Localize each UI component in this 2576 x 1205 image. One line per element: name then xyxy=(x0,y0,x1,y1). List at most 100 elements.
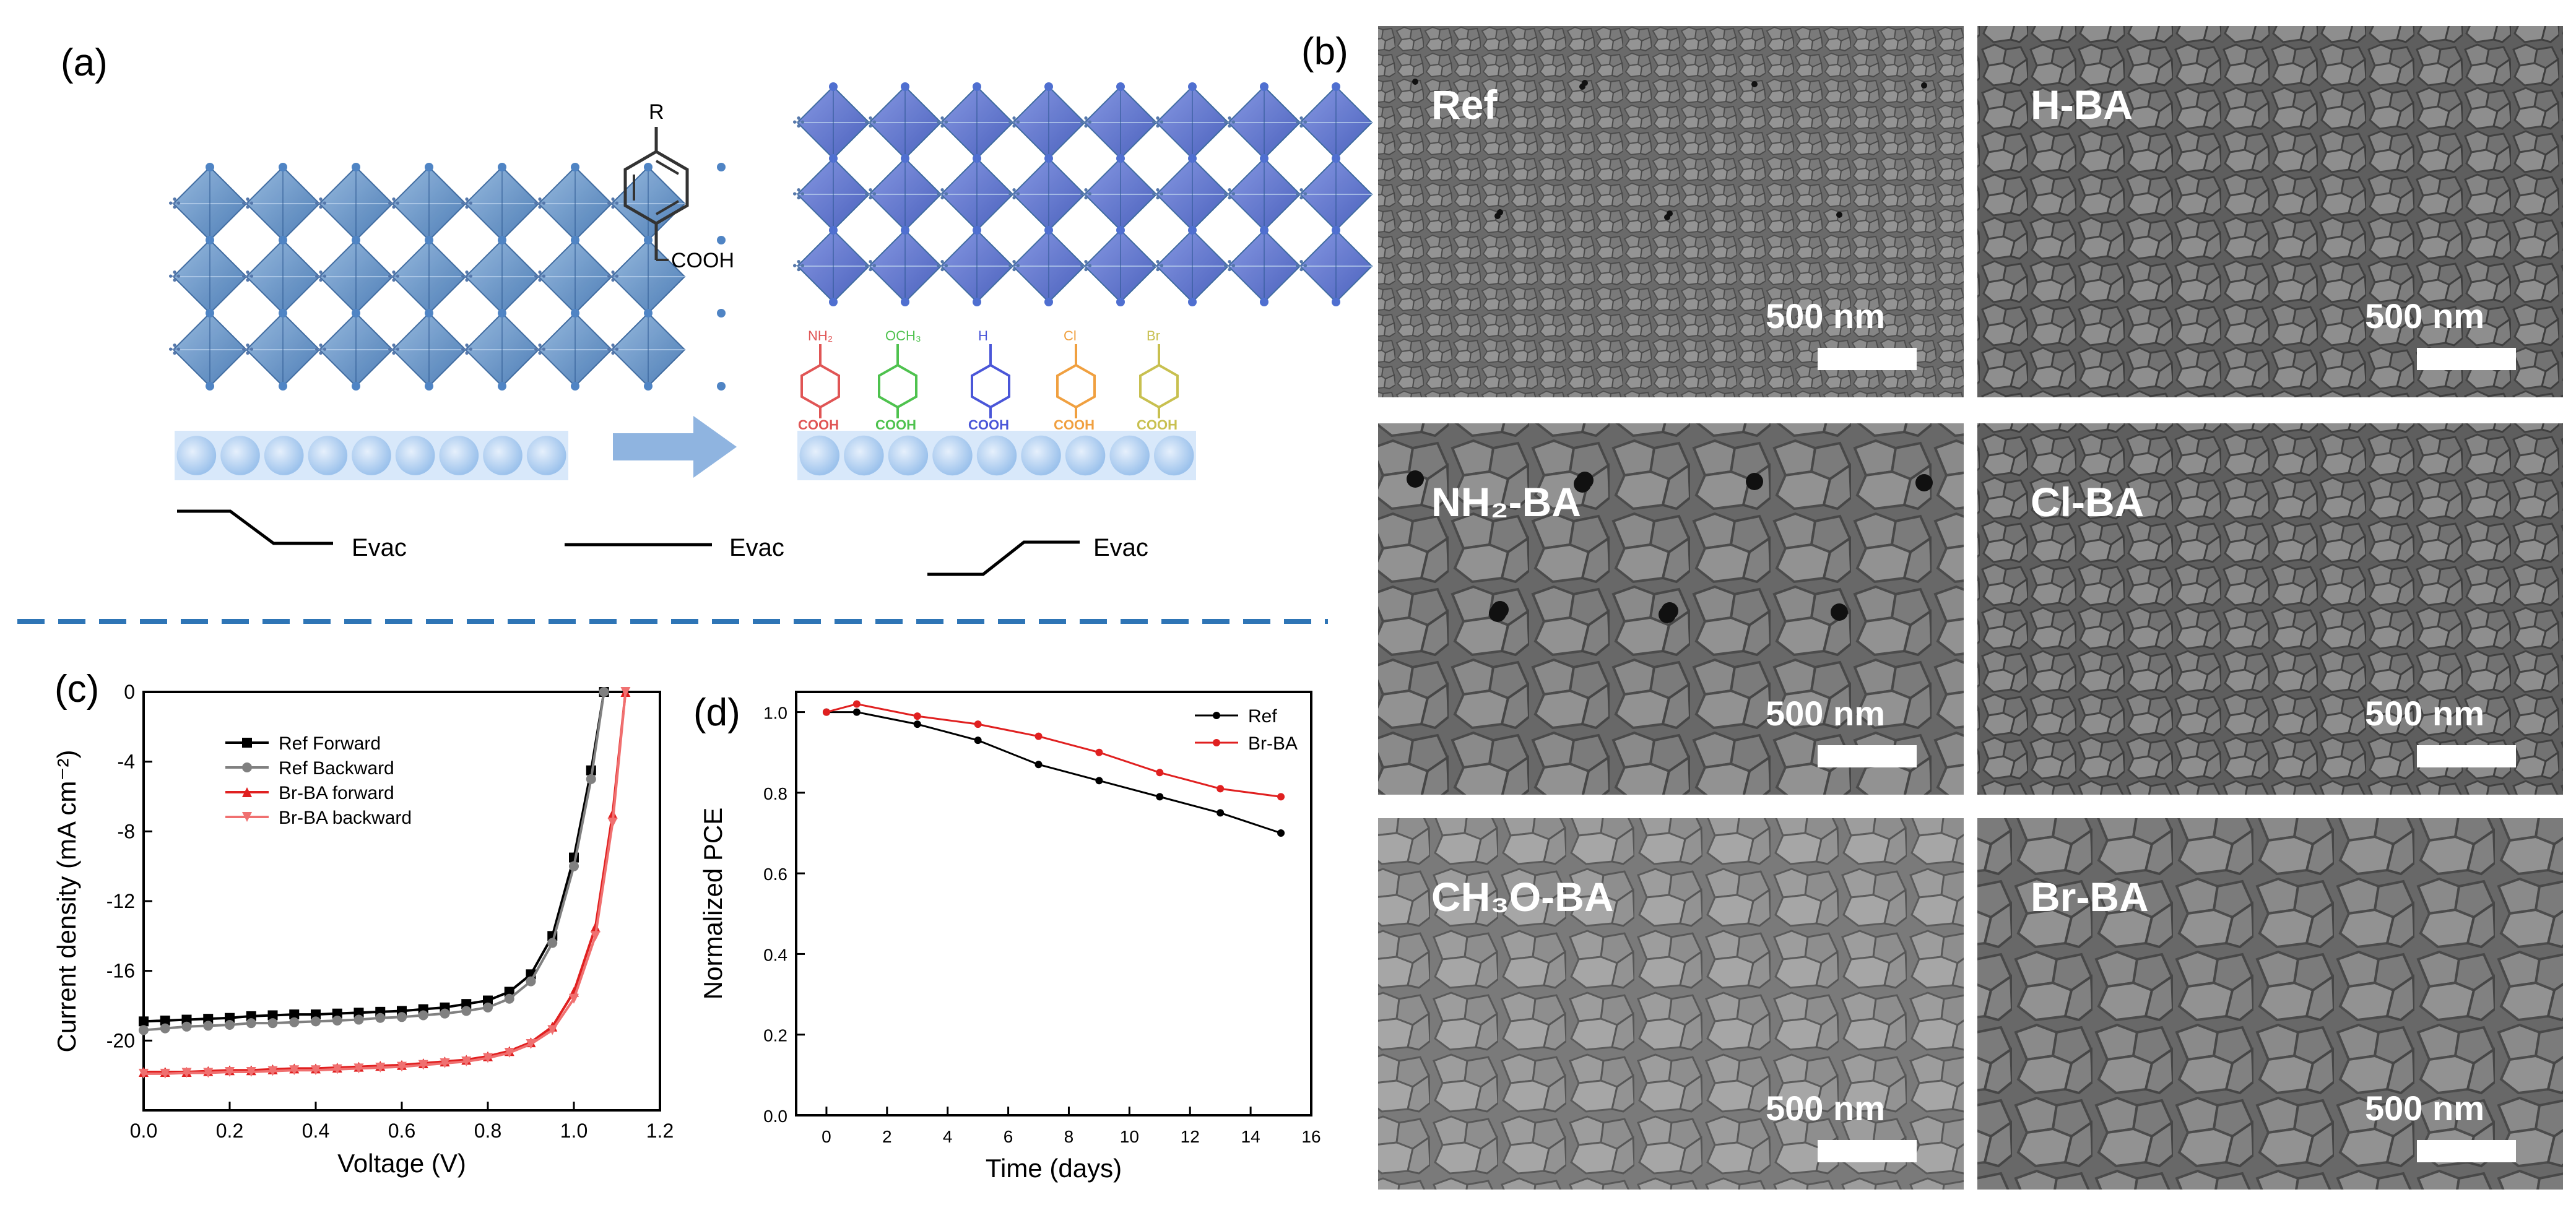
halide-atom xyxy=(1044,154,1053,163)
pinhole xyxy=(1579,84,1585,90)
data-point xyxy=(332,1015,342,1026)
x-tick-label: 0.6 xyxy=(388,1120,415,1142)
cation-icon: ✣ xyxy=(864,114,877,131)
data-point xyxy=(246,1018,256,1029)
pinhole xyxy=(1921,82,1927,89)
data-point xyxy=(461,1056,472,1067)
data-point xyxy=(353,1008,364,1018)
y-tick-label: -20 xyxy=(106,1029,135,1052)
sem-sample-label: NH₂-BA xyxy=(1431,479,1581,525)
cation-icon: ✣ xyxy=(792,114,805,131)
scale-bar xyxy=(2417,348,2516,370)
halide-atom xyxy=(1332,154,1340,163)
halide-atom xyxy=(973,298,981,306)
substrate-particle xyxy=(176,436,217,475)
y-tick-label: 0 xyxy=(124,681,135,703)
halide-atom xyxy=(717,382,726,391)
substrate-particle xyxy=(264,436,304,475)
y-axis-label: Current density (mA cm⁻²) xyxy=(52,750,81,1053)
data-point xyxy=(569,861,579,871)
cation-icon: ✣ xyxy=(1295,114,1308,131)
scale-bar-label: 500 nm xyxy=(2365,694,2484,733)
pinhole xyxy=(1746,473,1763,490)
substrate-particle xyxy=(308,436,348,475)
halide-atom xyxy=(1044,298,1053,306)
substrate-particle xyxy=(1109,435,1150,476)
series-line xyxy=(826,711,1281,834)
substrate-particle xyxy=(439,436,479,475)
data-point xyxy=(620,687,631,697)
substrate-particle xyxy=(395,436,435,475)
cation-icon: ✣ xyxy=(388,341,400,358)
x-axis-label: Time (days) xyxy=(986,1154,1122,1183)
x-tick-label: 12 xyxy=(1181,1127,1200,1146)
cation-icon: ✣ xyxy=(864,186,877,203)
cation-icon: ✣ xyxy=(1295,186,1308,203)
sem-image: CH₃O-BA 500 nm xyxy=(1378,818,1964,1190)
evac-diagram-3 xyxy=(927,540,1080,576)
halide-atom xyxy=(1332,226,1340,235)
data-point xyxy=(289,1065,300,1076)
pinhole xyxy=(1915,474,1933,491)
halide-atom xyxy=(1332,82,1340,91)
halide-atom xyxy=(571,163,579,171)
halide-atom xyxy=(644,236,653,244)
data-point xyxy=(526,1039,536,1049)
data-point xyxy=(1095,777,1103,785)
halide-atom xyxy=(206,236,214,244)
scale-bar xyxy=(1818,745,1917,767)
scale-bar-label: 500 nm xyxy=(2365,1089,2484,1128)
data-point xyxy=(139,1025,149,1035)
cation-icon: ✣ xyxy=(314,195,327,212)
substituted-benzoic-acid: H COOH xyxy=(968,328,1010,433)
data-point xyxy=(547,1025,558,1035)
cation-icon: ✣ xyxy=(792,186,805,203)
pinhole xyxy=(1574,475,1591,493)
data-point xyxy=(590,931,601,941)
data-point xyxy=(586,774,596,784)
substrate-particle xyxy=(352,436,391,475)
halide-atom xyxy=(425,163,433,171)
data-point xyxy=(461,999,472,1009)
benzoic-acid-molecule xyxy=(623,127,689,261)
data-point xyxy=(504,987,514,997)
chart-c: 0.0 0.2 0.4 0.6 0.8 1.0 1.2 0 -4 -8 -12 -16 -20 Volta… xyxy=(52,681,674,1178)
data-point xyxy=(1034,732,1043,740)
data-point xyxy=(1095,748,1103,756)
data-point xyxy=(181,1014,192,1025)
x-axis-label: Voltage (V) xyxy=(337,1149,466,1178)
y-axis-label: Normalized PCE xyxy=(698,808,727,1000)
data-point xyxy=(311,1016,321,1027)
data-point xyxy=(440,1058,450,1068)
data-point xyxy=(203,1014,214,1024)
halide-atom xyxy=(206,163,214,171)
data-point xyxy=(852,700,861,708)
data-point xyxy=(375,1062,386,1073)
cation-icon: ✣ xyxy=(936,257,948,275)
data-point xyxy=(203,1068,214,1078)
y-tick-label: 0.2 xyxy=(763,1026,787,1045)
substrate-particle xyxy=(483,436,523,475)
data-point xyxy=(569,993,579,1004)
cation-icon: ✣ xyxy=(388,195,400,212)
substrate-particle xyxy=(1154,435,1194,476)
cation-icon: ✣ xyxy=(461,195,473,212)
halide-atom xyxy=(279,236,287,244)
substituent-label: NH₂ xyxy=(808,328,833,343)
reaction-arrow-icon xyxy=(613,416,737,478)
substituent-label: OCH₃ xyxy=(885,328,921,343)
halide-atom xyxy=(352,309,360,317)
data-point xyxy=(225,1019,235,1030)
halide-atom xyxy=(206,382,214,391)
data-point xyxy=(547,938,558,948)
sem-sample-label: Br-BA xyxy=(2031,874,2149,920)
data-point xyxy=(332,1008,342,1019)
sem-image: Ref 500 nm xyxy=(1378,26,1964,397)
data-point xyxy=(483,995,493,1006)
cation-icon: ✣ xyxy=(1151,186,1164,203)
substituted-benzoic-acid: OCH₃ COOH xyxy=(875,328,921,433)
x-tick-label: 10 xyxy=(1120,1127,1139,1146)
cation-icon: ✣ xyxy=(241,268,254,285)
cation-icon: ✣ xyxy=(534,341,546,358)
